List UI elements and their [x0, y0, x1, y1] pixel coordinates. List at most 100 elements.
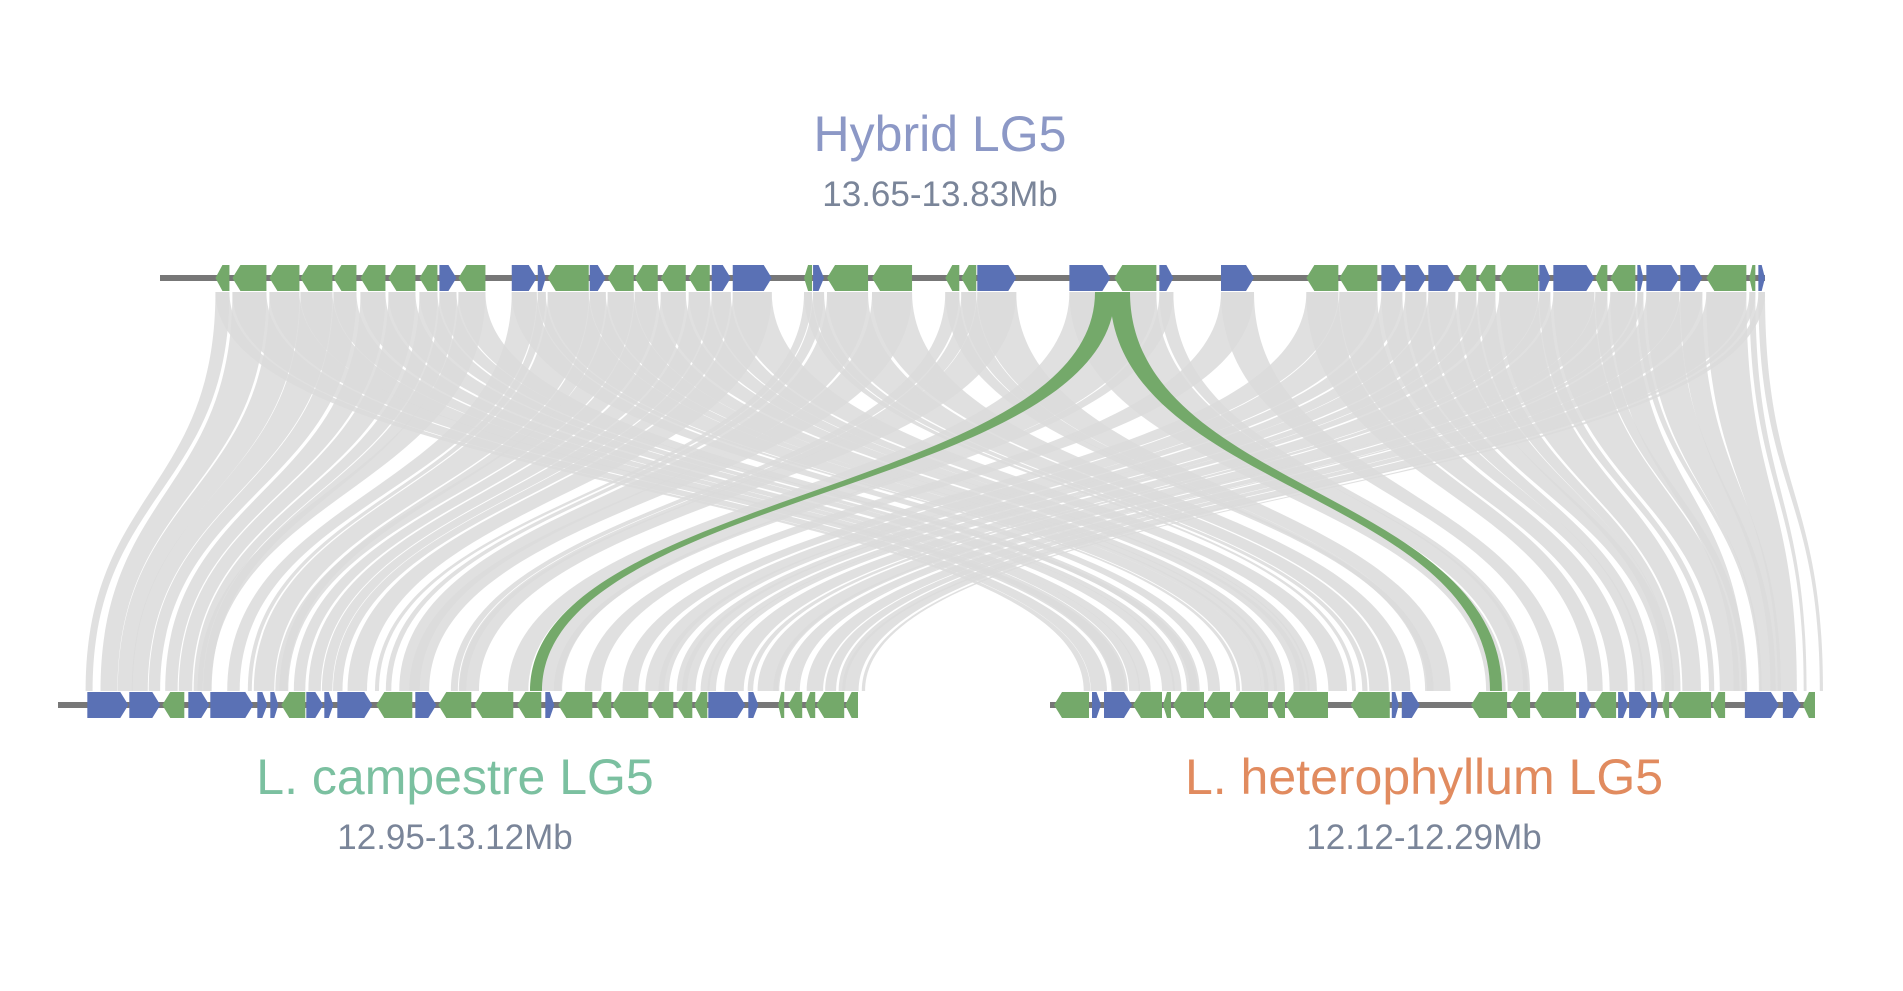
gene-arrow [1092, 692, 1101, 718]
gene-arrow [87, 692, 129, 718]
synteny-ribbon [388, 292, 1175, 691]
gene-arrow [788, 692, 803, 718]
gene-arrow [1553, 265, 1595, 291]
gene-arrow [215, 265, 230, 291]
gene-arrow [281, 692, 306, 718]
gene-arrow [333, 265, 357, 291]
synteny-ribbon [1680, 292, 1781, 691]
synteny-ribbon [1637, 292, 1762, 691]
gene-arrow [1610, 265, 1636, 291]
synteny-ribbon [607, 292, 1278, 691]
gene-arrow [1662, 692, 1670, 718]
campestre-title: L. campestre LG5 [256, 749, 654, 805]
synteny-ribbon [275, 292, 634, 691]
gene-arrow [1428, 265, 1456, 291]
synteny-ribbon [732, 292, 1348, 691]
gene-arrow [415, 692, 437, 718]
synteny-ribbon [530, 292, 1115, 691]
synteny-ribbon [747, 292, 1551, 691]
gene-arrow [1594, 692, 1617, 718]
track-hybrid [160, 265, 1765, 291]
gene-arrow [1339, 265, 1378, 291]
gene-arrow [129, 692, 161, 718]
synteny-ribbon [707, 292, 1496, 691]
synteny-ribbon [1706, 292, 1797, 691]
gene-arrow [977, 265, 1017, 291]
synteny-ribbon [459, 292, 1017, 691]
synteny-ribbon [148, 292, 357, 691]
synteny-ribbon [634, 292, 1285, 691]
gene-arrow [1758, 265, 1765, 291]
gene-arrow [1579, 692, 1592, 718]
synteny-links [85, 292, 1823, 691]
synteny-ribbon [541, 292, 1157, 691]
gene-arrow [474, 692, 514, 718]
gene-arrow [872, 265, 913, 291]
gene-arrow [558, 692, 593, 718]
synteny-ribbon [269, 292, 1126, 691]
gene-arrow [1618, 692, 1629, 718]
gene-arrow [612, 692, 649, 718]
synteny-ribbon [227, 292, 537, 691]
synteny-ribbon [458, 292, 977, 691]
gene-arrow [596, 692, 612, 718]
synteny-ribbon [247, 292, 546, 691]
synteny-ribbon [1306, 292, 1603, 691]
synteny-ribbon [589, 292, 1269, 691]
synteny-ribbon [197, 292, 486, 691]
gene-arrow [1471, 692, 1508, 718]
synteny-ribbon [100, 292, 267, 691]
synteny-ribbon [399, 292, 869, 691]
synteny-ribbon [537, 292, 1241, 691]
gene-arrow [1712, 692, 1726, 718]
gene-arrow [651, 692, 674, 718]
gene-arrow [232, 265, 267, 291]
synteny-ribbon [385, 292, 825, 691]
synteny-ribbon [308, 292, 686, 691]
track-campestre [58, 692, 858, 718]
synteny-ribbon [658, 292, 1403, 691]
synteny-ribbon [1339, 292, 1628, 691]
gene-arrow [945, 265, 960, 291]
gene-arrow [732, 265, 772, 291]
synteny-ribbon [1428, 292, 1675, 691]
synteny-ribbon [806, 292, 1680, 691]
synteny-ribbon [1539, 292, 1715, 691]
hybrid-title: Hybrid LG5 [813, 106, 1067, 162]
synteny-ribbon [333, 292, 731, 691]
synteny-ribbon [1114, 292, 1528, 691]
gene-arrow [1782, 692, 1801, 718]
synteny-ribbon [773, 292, 1608, 691]
synteny-ribbon [1758, 292, 1823, 691]
synteny-ribbon [1381, 292, 1645, 691]
synteny-ribbon [676, 292, 1427, 691]
synteny-ribbon [321, 292, 710, 691]
heterophyllum-range: 12.12-12.29Mb [1306, 818, 1542, 857]
synteny-ribbon [507, 292, 1111, 691]
synteny-ribbon [450, 292, 960, 691]
gene-arrow [708, 692, 746, 718]
synteny-ribbon [253, 292, 589, 691]
highlighted-links [530, 292, 1502, 691]
gene-arrow [1159, 265, 1174, 291]
gene-arrow [634, 265, 658, 291]
synteny-ribbon [724, 292, 1539, 691]
gene-arrow [607, 265, 634, 291]
synteny-ribbon [293, 292, 658, 691]
synteny-ribbon [825, 292, 1703, 691]
gene-arrow [676, 692, 693, 718]
synteny-ribbon [1595, 292, 1748, 691]
synteny-ribbon [553, 292, 1174, 691]
gene-arrow [324, 692, 334, 718]
gene-arrow [845, 692, 858, 718]
campestre-range: 12.95-13.12Mb [337, 818, 573, 857]
synteny-ribbon [842, 292, 1756, 691]
synteny-ribbon [374, 292, 813, 691]
synteny-ribbon [682, 292, 1456, 691]
gene-arrow [1306, 265, 1339, 291]
gene-arrow [388, 265, 416, 291]
synteny-ribbon [409, 292, 913, 691]
gene-arrow [1646, 265, 1680, 291]
gene-arrow [804, 265, 813, 291]
